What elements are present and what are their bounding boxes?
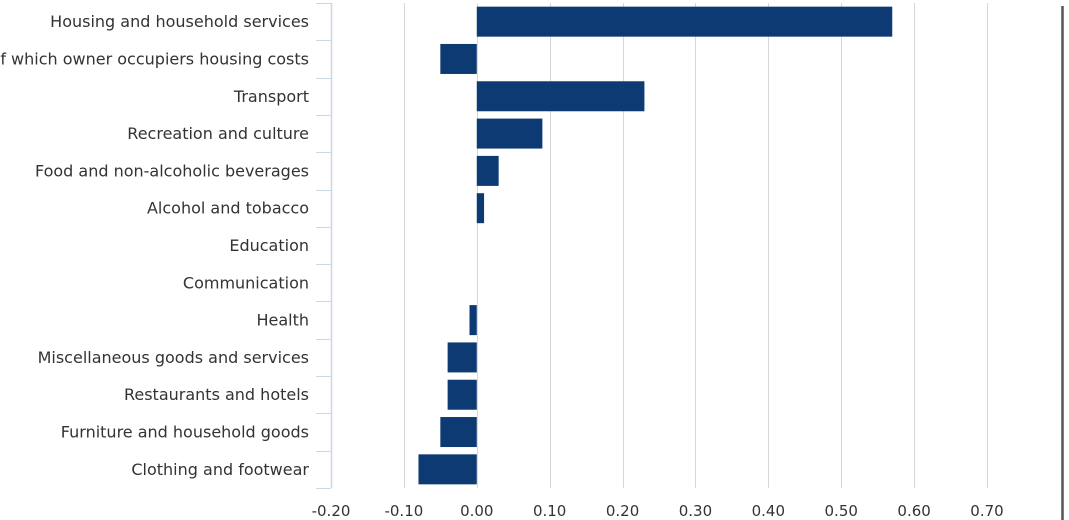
- category-label-8: Health: [256, 311, 309, 330]
- bar-5[interactable]: [476, 193, 485, 224]
- category-label-10: Restaurants and hotels: [124, 385, 309, 404]
- category-label-11: Furniture and household goods: [61, 423, 309, 442]
- gridlines: [404, 3, 988, 488]
- value-tick-label-9: 0.70: [970, 502, 1003, 520]
- category-label-3: Recreation and culture: [127, 124, 309, 143]
- bars: [418, 6, 893, 485]
- category-label-5: Alcohol and tobacco: [147, 199, 309, 218]
- bar-0[interactable]: [476, 6, 893, 37]
- value-tick-label-6: 0.40: [752, 502, 785, 520]
- value-tick-label-2: 0.00: [460, 502, 493, 520]
- bar-4[interactable]: [476, 155, 499, 186]
- value-tick-label-4: 0.20: [606, 502, 639, 520]
- bar-11[interactable]: [440, 417, 477, 448]
- category-label-7: Communication: [183, 273, 309, 292]
- category-label-4: Food and non-alcoholic beverages: [35, 161, 309, 180]
- value-tick-label-0: -0.20: [312, 502, 351, 520]
- bar-8[interactable]: [469, 305, 477, 336]
- category-label-12: Clothing and footwear: [131, 460, 309, 479]
- category-label-0: Housing and household services: [50, 12, 309, 31]
- category-label-9: Miscellaneous goods and services: [38, 348, 309, 367]
- value-tick-label-7: 0.50: [825, 502, 858, 520]
- bar-3[interactable]: [476, 118, 543, 149]
- value-tick-label-3: 0.10: [533, 502, 566, 520]
- value-tick-label-8: 0.60: [897, 502, 930, 520]
- value-tick-label-1: -0.10: [384, 502, 423, 520]
- category-label-6: Education: [229, 236, 309, 255]
- bar-2[interactable]: [476, 81, 645, 112]
- bar-1[interactable]: [440, 43, 477, 74]
- category-axis: [316, 3, 333, 489]
- value-axis-labels: -0.20 -0.10 0.00 0.10 0.20 0.30 0.40 0.50 0.60 0.…: [312, 502, 1004, 520]
- value-tick-label-5: 0.30: [679, 502, 712, 520]
- category-labels: Housing and household services of which o…: [0, 12, 309, 479]
- bar-12[interactable]: [418, 454, 477, 485]
- bar-9[interactable]: [447, 342, 477, 373]
- category-label-2: Transport: [233, 87, 309, 106]
- bar-10[interactable]: [447, 379, 477, 410]
- category-label-1: of which owner occupiers housing costs: [0, 49, 309, 68]
